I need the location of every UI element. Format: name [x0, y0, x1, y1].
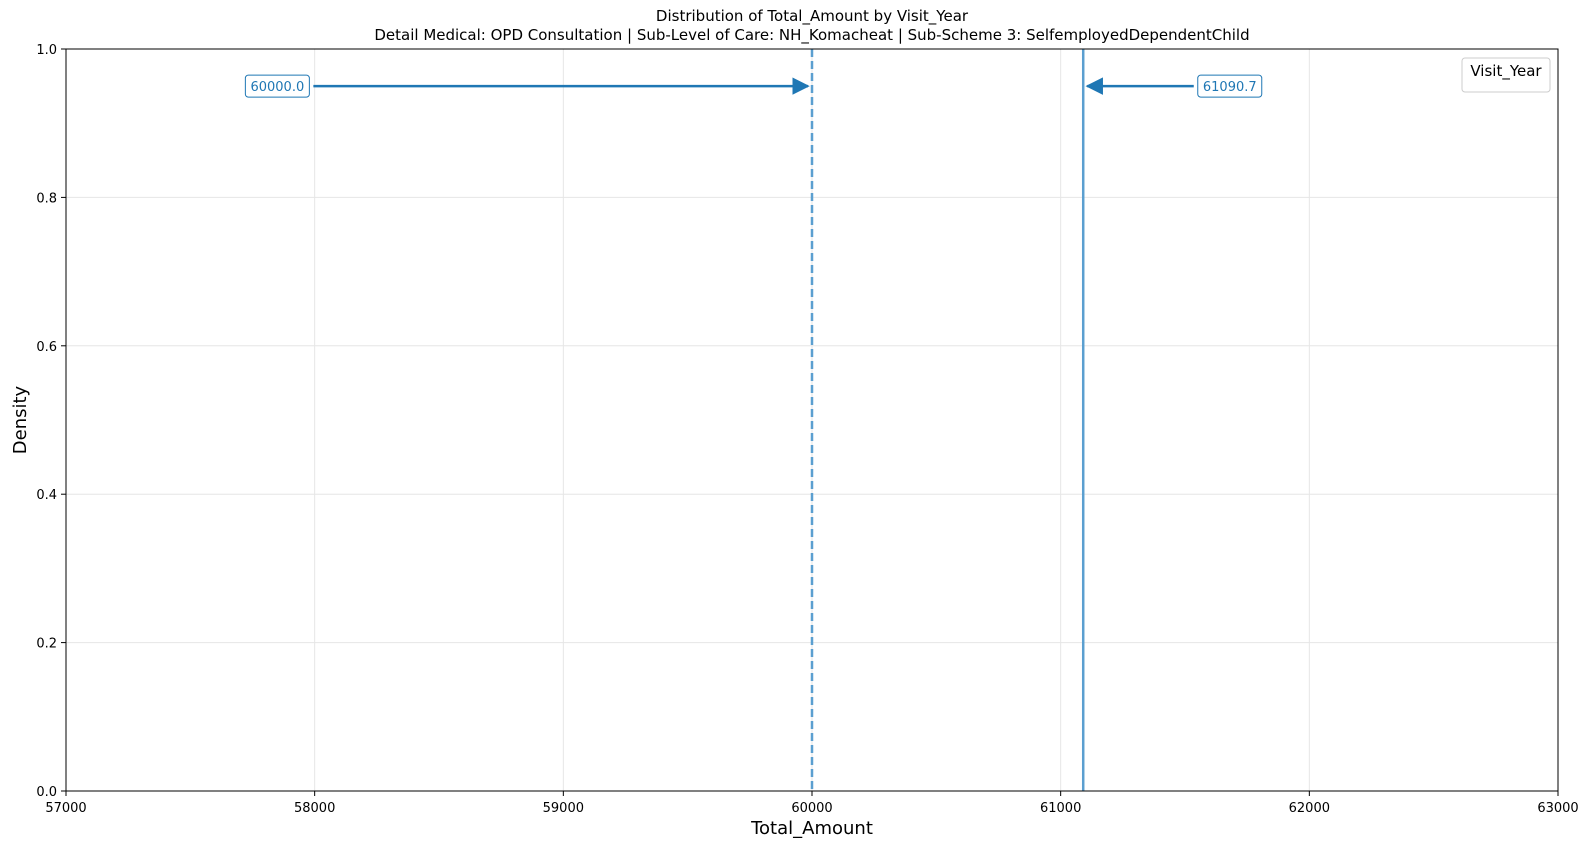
x-tick-label: 59000 — [543, 801, 584, 816]
x-tick-label: 63000 — [1537, 801, 1578, 816]
legend-box — [1461, 57, 1551, 93]
x-tick-label: 57000 — [45, 801, 86, 816]
x-axis-label: Total_Amount — [750, 818, 873, 839]
x-tick-label: 58000 — [294, 801, 335, 816]
y-tick-label: 0.0 — [36, 785, 57, 800]
x-tick-label: 60000 — [791, 801, 832, 816]
mean-label-box — [1197, 74, 1263, 98]
median-label: 60000.0 — [250, 80, 304, 95]
y-tick-label: 0.8 — [36, 191, 57, 206]
legend-title: Visit_Year — [1470, 62, 1542, 81]
x-tick-label: 61000 — [1040, 801, 1081, 816]
y-tick-label: 1.0 — [36, 43, 57, 58]
reference-lines — [810, 49, 1085, 791]
median-label-box — [244, 74, 310, 98]
chart-subtitle: Detail Medical: OPD Consultation | Sub-L… — [374, 26, 1249, 45]
annotations: 60000.0 61090.7 — [244, 74, 1263, 98]
y-axis-ticks: 0.0 0.2 0.4 0.6 0.8 1.0 — [36, 43, 66, 800]
mean-label: 61090.7 — [1203, 80, 1257, 95]
y-tick-label: 0.4 — [36, 488, 57, 503]
y-tick-label: 0.2 — [36, 637, 57, 652]
x-axis-ticks: 57000 58000 59000 60000 61000 62000 63000 — [45, 791, 1579, 816]
chart-title: Distribution of Total_Amount by Visit_Ye… — [656, 7, 969, 26]
y-axis-label: Density — [10, 385, 31, 454]
y-tick-label: 0.6 — [36, 340, 57, 355]
x-tick-label: 62000 — [1289, 801, 1330, 816]
legend: Visit_Year — [1461, 57, 1551, 93]
